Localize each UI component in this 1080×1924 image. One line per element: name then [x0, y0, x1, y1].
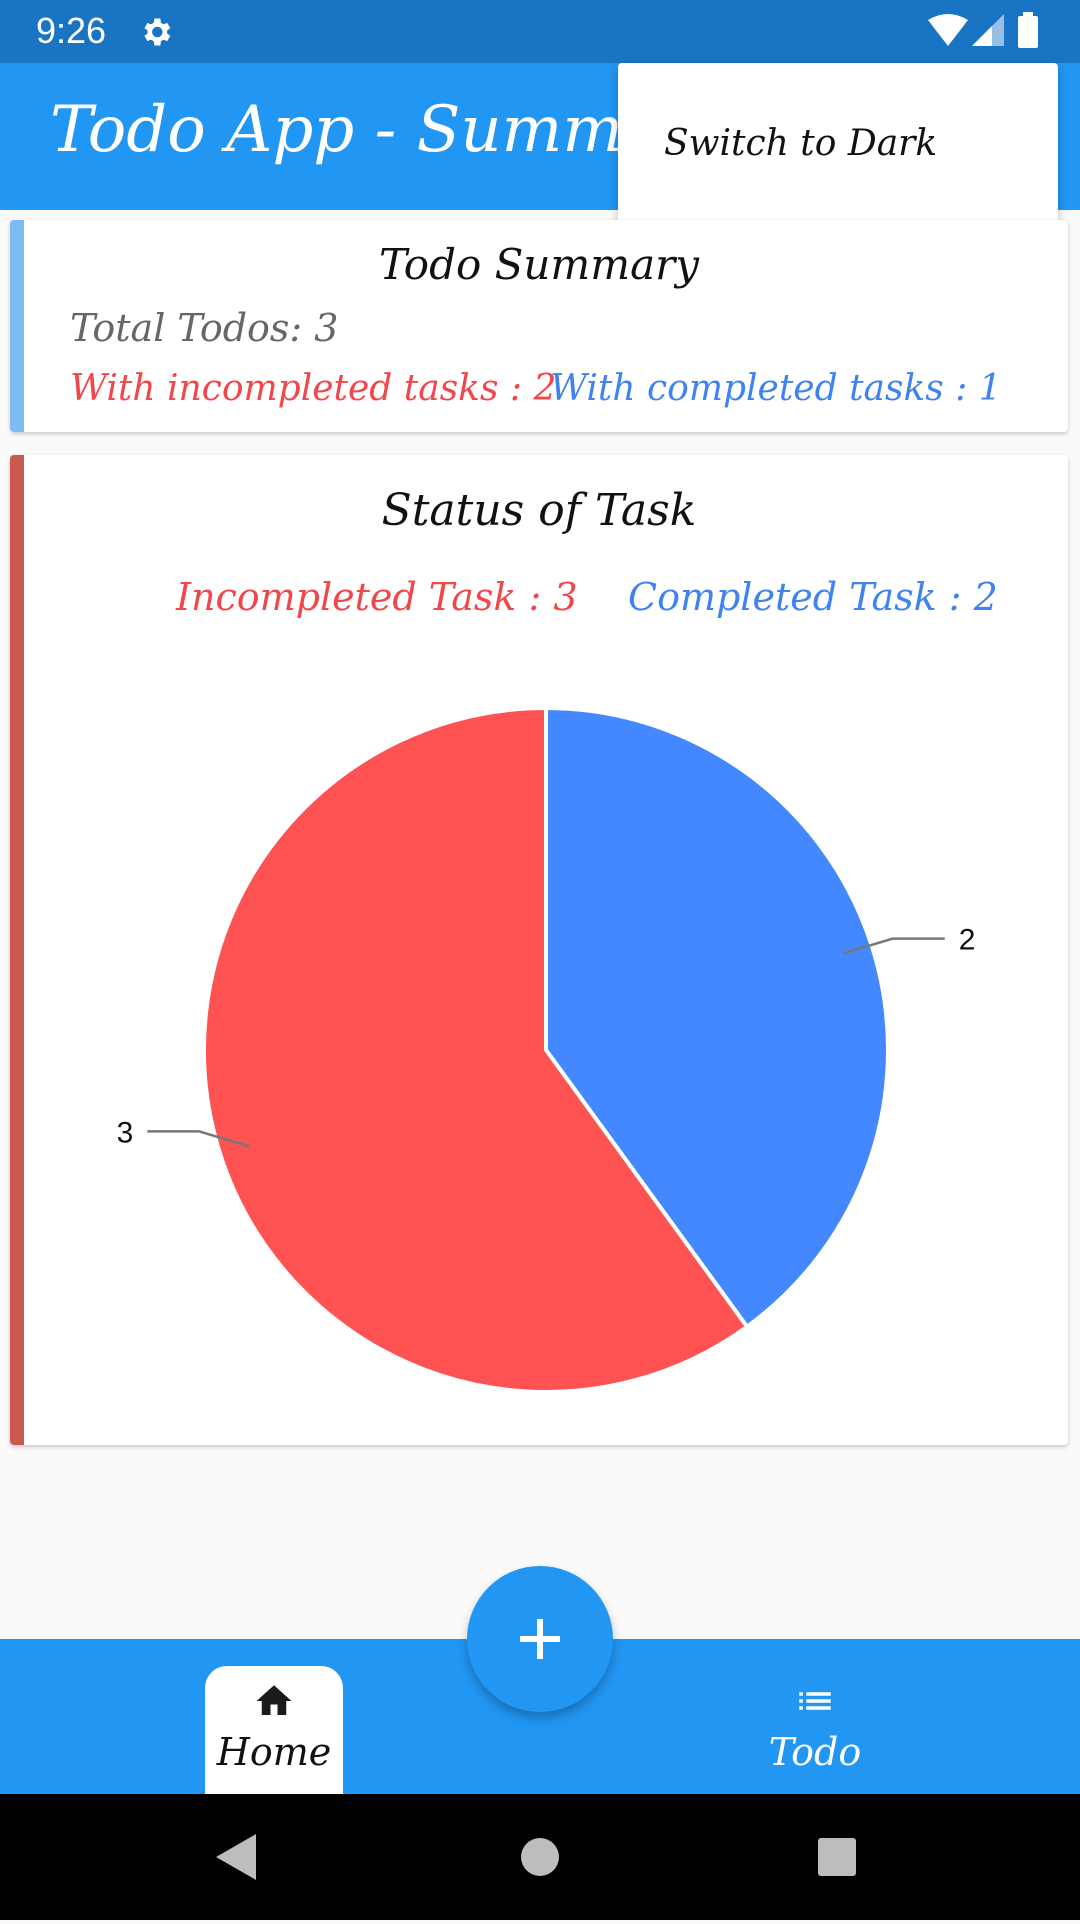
pie-slice-incompleted-task: [202, 705, 750, 1394]
total-todos: Total Todos: 3: [70, 306, 339, 350]
page-title: Todo App - Summary: [50, 93, 728, 167]
pie-chart: 23: [117, 705, 976, 1394]
list-icon: [799, 1692, 831, 1710]
legend-incompleted: Incompleted Task : 3: [176, 575, 578, 619]
card-accent-stripe: [10, 220, 24, 432]
chart-title: Status of Task: [381, 485, 697, 536]
gear-icon: [144, 18, 171, 46]
plus-icon: [520, 1619, 560, 1659]
battery-icon: [1018, 16, 1038, 48]
nav-home-tab[interactable]: Home: [205, 1666, 343, 1794]
system-nav-bar: [0, 1794, 1080, 1920]
incompleted-tasks-count: With incompleted tasks : 2: [70, 368, 557, 409]
nav-todo-tab[interactable]: Todo: [745, 1666, 885, 1794]
todo-summary-card: Todo Summary Total Todos: 3 With incompl…: [10, 220, 1068, 432]
status-chart-card: Status of Task Incompleted Task : 3 Comp…: [10, 455, 1068, 1445]
add-todo-button[interactable]: [467, 1566, 613, 1712]
status-time: 9:26: [36, 10, 107, 51]
popup-menu: Switch to Dark: [618, 63, 1058, 230]
wifi-icon: [928, 14, 968, 46]
pie-data-label: 3: [117, 1116, 134, 1149]
pie-leader-line: [842, 937, 945, 955]
nav-todo-label: Todo: [768, 1730, 862, 1774]
nav-home-label: Home: [216, 1730, 332, 1774]
legend-completed: Completed Task : 2: [628, 575, 998, 619]
home-icon: [256, 1685, 292, 1715]
switch-dark-menu-item[interactable]: Switch to Dark: [664, 123, 938, 164]
recents-button: [818, 1838, 856, 1876]
pie-data-label: 2: [959, 924, 976, 957]
back-button: [216, 1834, 256, 1880]
pie-leader-line: [147, 1130, 250, 1148]
status-icons: [928, 12, 1038, 48]
completed-tasks-count: With completed tasks : 1: [550, 368, 1002, 409]
card-accent-stripe: [10, 455, 24, 1445]
home-button: [521, 1838, 559, 1876]
status-bar: 9:26: [0, 0, 1080, 63]
summary-title: Todo Summary: [379, 240, 699, 289]
